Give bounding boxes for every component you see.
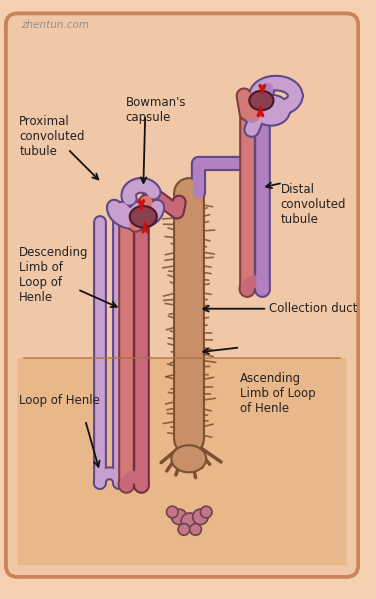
Text: Descending
Limb of
Loop of
Henle: Descending Limb of Loop of Henle [19, 246, 89, 304]
Text: Collection duct: Collection duct [269, 302, 358, 315]
Ellipse shape [171, 445, 206, 473]
Ellipse shape [130, 206, 157, 228]
Polygon shape [17, 25, 347, 358]
Circle shape [178, 524, 190, 536]
Circle shape [181, 513, 199, 530]
Ellipse shape [249, 91, 273, 110]
Circle shape [200, 506, 212, 518]
Circle shape [193, 509, 208, 525]
Text: Bowman's
capsule: Bowman's capsule [126, 96, 186, 124]
Text: Proximal
convoluted
tubule: Proximal convoluted tubule [19, 115, 85, 158]
FancyBboxPatch shape [17, 358, 347, 565]
Circle shape [190, 524, 202, 536]
Text: Ascending
Limb of Loop
of Henle: Ascending Limb of Loop of Henle [240, 371, 316, 415]
FancyBboxPatch shape [6, 13, 358, 577]
Text: Distal
convoluted
tubule: Distal convoluted tubule [281, 183, 346, 226]
Text: Loop of Henle: Loop of Henle [19, 394, 100, 407]
Text: zhentun.com: zhentun.com [21, 20, 89, 30]
Circle shape [167, 506, 178, 518]
Circle shape [171, 509, 187, 525]
